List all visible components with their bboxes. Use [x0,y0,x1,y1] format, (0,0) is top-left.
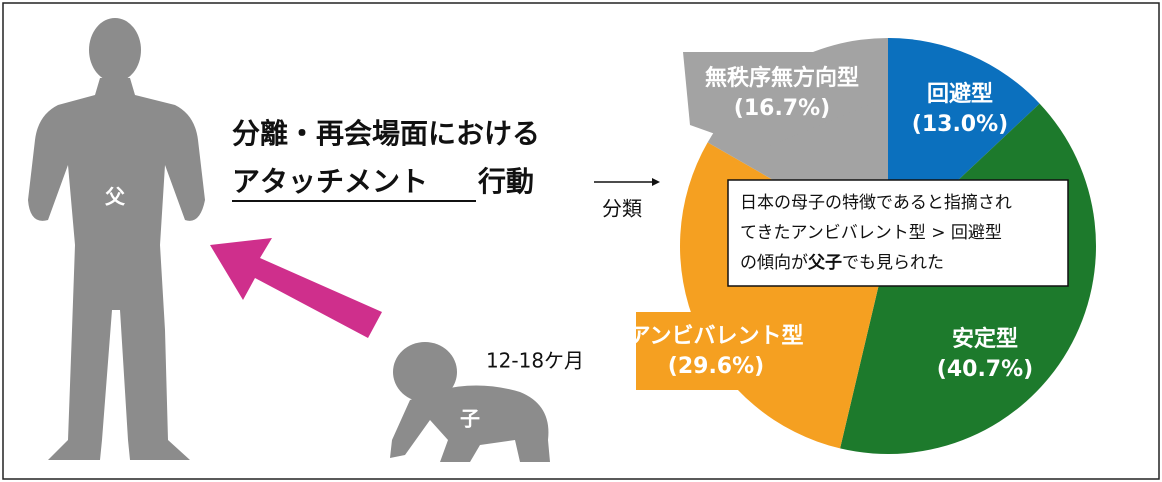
note-segment: でも見られた [842,253,944,273]
label-background [683,52,880,150]
slice-category: 回避型 [927,81,993,107]
slice-value-label: (40.7%) [937,357,1033,382]
slice-value-label: (16.7%) [734,96,830,121]
note-line: の傾向が父子でも見られた [740,253,944,273]
note-emphasis: 父子 [807,253,842,273]
note-line: てきたアンビバレント型 > 回避型 [740,223,1002,243]
child-label: 子 [460,407,480,431]
age-label: 12-18ケ月 [486,349,584,373]
classify-arrowhead [652,178,660,186]
title-line1: 分離・再会場面における [232,117,540,150]
father-silhouette [28,18,205,460]
note-segment: の傾向が [740,253,808,273]
child-silhouette [390,342,550,462]
note-line: 日本の母子の特徴であると指摘され [740,193,1012,213]
father-label: 父 [104,185,126,209]
note-box [727,179,1069,287]
title-underlined: アタッチメント [232,165,428,198]
slice-category: アンビバレント型 [628,324,803,349]
classify-label: 分類 [602,197,642,221]
slice-value-label: (29.6%) [668,354,764,379]
annotations: 日本の母子の特徴であると指摘され てきたアンビバレント型 > 回避型 の傾向が父… [727,179,1069,287]
slice-category: 安定型 [952,326,1018,352]
attachment-arrow [210,238,382,338]
slice-value-label: (13.0%) [912,112,1008,137]
slice-category: 無秩序無方向型 [705,65,859,91]
title-line2-rest: 行動 [477,165,534,198]
label-background [636,312,796,390]
